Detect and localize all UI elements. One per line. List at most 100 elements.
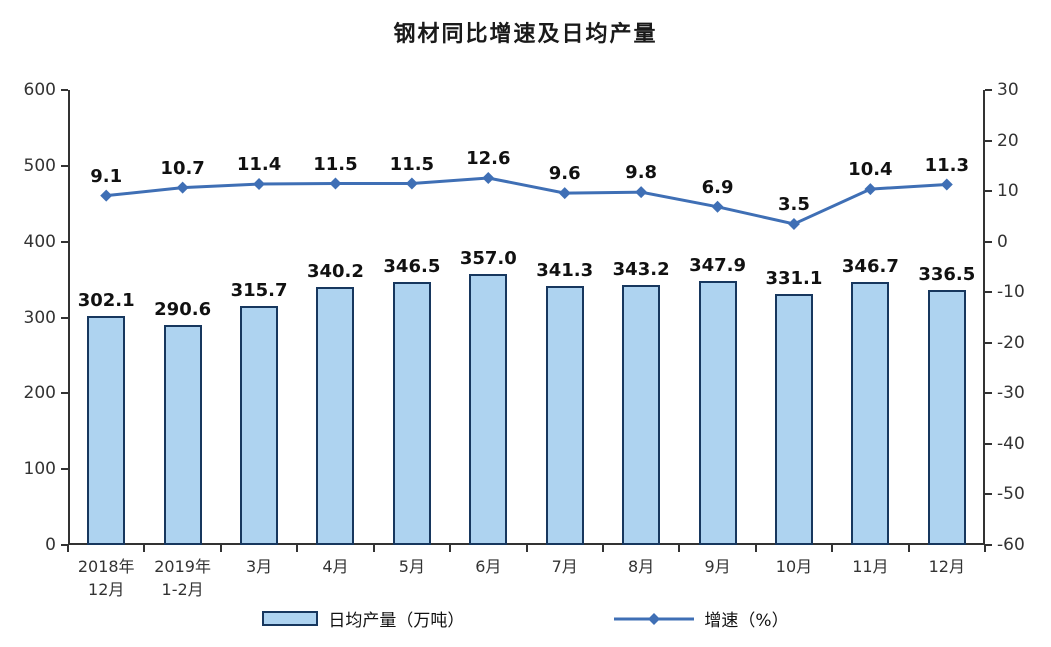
bar-value-label: 341.3 <box>536 260 594 282</box>
legend-label-growth: 增速（%） <box>704 611 789 631</box>
y-axis-right-tick-mark <box>985 240 992 243</box>
bar <box>851 282 890 545</box>
line-value-label: 11.5 <box>313 153 358 175</box>
y-axis-left-tick-mark <box>61 240 68 243</box>
y-axis-right-tick-mark <box>985 544 992 546</box>
y-axis-left-tick-mark <box>61 316 68 319</box>
line-point-marker-icon <box>558 187 571 200</box>
x-axis-tick-mark <box>754 545 757 552</box>
line-point-marker-icon <box>787 217 800 230</box>
bar-value-label: 347.9 <box>689 255 746 277</box>
bar <box>469 274 508 545</box>
line-value-label: 6.9 <box>701 176 734 198</box>
x-axis-tick-mark <box>831 545 834 552</box>
y-axis-right-tick-mark <box>985 89 992 91</box>
line-point-marker-icon <box>253 178 266 191</box>
x-axis-tick-mark <box>601 545 604 552</box>
y-axis-right-tick-label: 20 <box>997 130 1019 151</box>
y-axis-left-tick-mark <box>61 544 68 546</box>
line-value-label: 11.5 <box>389 153 435 175</box>
y-axis-right-tick-mark <box>985 341 992 344</box>
bar <box>698 281 737 545</box>
bar <box>316 287 355 545</box>
chart-title: 钢材同比增速及日均产量 <box>393 22 658 47</box>
bar <box>87 315 126 545</box>
x-axis-category-label: 2019年 1-2月 <box>154 557 211 599</box>
x-axis-category-label: 12月 <box>928 557 965 576</box>
bar <box>622 284 661 545</box>
line-value-label: 9.6 <box>548 163 581 185</box>
x-axis-category-label: 8月 <box>628 557 655 576</box>
y-axis-right-tick-mark <box>985 442 992 445</box>
y-axis-left-tick-mark <box>61 468 68 471</box>
legend-item-daily-output: 日均产量（万吨） <box>262 606 464 631</box>
plot-frame <box>68 90 985 545</box>
line-point-marker-icon <box>329 177 342 190</box>
line-value-label: 3.5 <box>778 193 810 215</box>
y-axis-left-tick-label: 400 <box>23 231 56 252</box>
line-value-label: 12.6 <box>466 147 511 169</box>
bar-value-label: 302.1 <box>77 289 135 311</box>
line-point-marker-icon <box>482 171 495 184</box>
x-axis-tick-mark <box>449 545 452 552</box>
x-axis-category-label: 6月 <box>475 557 502 576</box>
y-axis-left-tick-label: 500 <box>23 155 56 176</box>
x-axis-tick-mark <box>984 545 986 552</box>
bar-value-label: 346.5 <box>383 256 441 278</box>
bar-value-label: 336.5 <box>918 263 976 285</box>
line-point-marker-icon <box>405 177 418 190</box>
bar-value-label: 315.7 <box>230 279 288 301</box>
y-axis-left-tick-mark <box>61 164 68 167</box>
x-axis-tick-mark <box>296 545 299 552</box>
y-axis-right-tick-label: -60 <box>997 535 1025 555</box>
y-axis-left-tick-label: 100 <box>23 459 56 480</box>
x-axis-category-label: 10月 <box>775 557 813 576</box>
y-axis-left-tick-mark <box>61 392 68 395</box>
line-value-label: 11.3 <box>924 154 969 176</box>
x-axis-tick-mark <box>525 545 528 552</box>
chart-legend: 日均产量（万吨） 增速（%） <box>0 606 1051 631</box>
bar-value-label: 331.1 <box>765 267 823 289</box>
bar-value-label: 343.2 <box>612 258 670 280</box>
x-axis-category-label: 9月 <box>704 557 731 576</box>
line-value-label: 11.4 <box>236 154 282 176</box>
bar-value-label: 346.7 <box>841 256 899 278</box>
bar <box>927 289 966 545</box>
x-axis-tick-mark <box>907 545 910 552</box>
x-axis-tick-mark <box>372 545 375 552</box>
line-point-marker-icon <box>635 186 648 199</box>
x-axis-tick-mark <box>143 545 146 552</box>
y-axis-right-tick-mark <box>985 493 992 496</box>
bar-swatch-icon <box>262 611 319 626</box>
line-swatch-icon <box>614 612 695 625</box>
legend-label-daily-output: 日均产量（万吨） <box>328 611 465 631</box>
y-axis-right-tick-label: -10 <box>997 282 1025 303</box>
line-value-label: 9.1 <box>90 165 123 187</box>
line-point-marker-icon <box>711 200 724 213</box>
bar <box>392 282 431 545</box>
bar <box>545 286 584 545</box>
x-axis-category-label: 7月 <box>551 557 578 576</box>
y-axis-left-tick-label: 300 <box>23 307 56 328</box>
growth-line <box>100 171 953 230</box>
bar <box>240 305 279 545</box>
bar-value-label: 357.0 <box>459 248 517 270</box>
y-axis-right-tick-label: 0 <box>997 231 1008 252</box>
x-axis-tick-mark <box>219 545 222 552</box>
x-axis-category-label: 11月 <box>852 557 889 576</box>
x-axis-category-label: 4月 <box>322 557 349 576</box>
x-axis-category-label: 5月 <box>398 557 425 576</box>
x-axis-tick-mark <box>678 545 681 552</box>
bar-value-label: 340.2 <box>306 261 364 282</box>
y-axis-right-tick-mark <box>985 139 992 142</box>
y-axis-right-tick-mark <box>985 190 992 193</box>
y-axis-left-tick-label: 600 <box>23 80 56 100</box>
bar-value-label: 290.6 <box>154 298 212 320</box>
y-axis-right-tick-label: -30 <box>997 383 1025 404</box>
y-axis-right-tick-mark <box>985 392 992 395</box>
line-value-label: 9.8 <box>625 162 658 184</box>
line-point-marker-icon <box>100 189 113 202</box>
y-axis-right-tick-label: 10 <box>997 181 1019 202</box>
bar <box>774 293 813 545</box>
